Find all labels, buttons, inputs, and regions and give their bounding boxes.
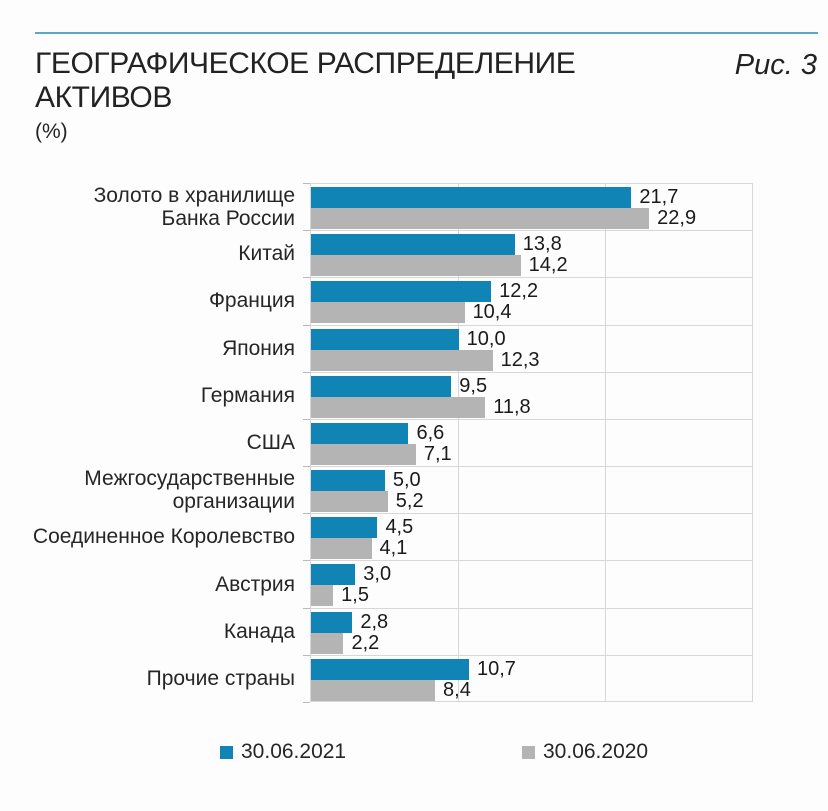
row-gridline [310,513,753,515]
value-label-30.06.2021: 5,0 [392,469,421,492]
category-axis-tick [303,230,310,232]
row-gridline [310,607,753,609]
bar-30.06.2021 [311,375,452,397]
x-gridline [457,183,459,702]
category-label: Япония [222,336,295,360]
bar-30.06.2021 [311,187,632,208]
bar-30.06.2021 [311,658,469,680]
category-axis-tick [303,560,310,562]
bar-30.06.2021 [311,234,515,256]
bar-30.06.2021 [311,281,492,303]
bar-30.06.2021 [311,564,356,586]
category-axis-tick [303,466,310,468]
value-label-30.06.2020: 22,9 [657,207,697,229]
category-label: США [246,430,295,454]
value-label-30.06.2021: 10,0 [466,327,506,350]
row-gridline [310,277,753,279]
bar-30.06.2020 [311,396,486,418]
chart-title: ГЕОГРАФИЧЕСКОЕ РАСПРЕДЕЛЕНИЕ АКТИВОВ [35,47,576,115]
row-gridline [310,654,753,656]
value-label-30.06.2020: 4,1 [379,537,408,560]
value-label-30.06.2020: 10,4 [472,301,512,324]
legend-swatch-2020-icon [522,745,535,759]
value-label-30.06.2020: 8,4 [443,678,471,701]
row-gridline [310,560,753,562]
chart-title-line-1: ГЕОГРАФИЧЕСКОЕ РАСПРЕДЕЛЕНИЕ [35,47,576,80]
bar-30.06.2021 [311,422,409,444]
category-axis-tick [303,418,310,420]
value-label-30.06.2021: 9,5 [459,374,488,397]
category-label: Франция [208,289,295,313]
row-gridline [310,324,753,326]
value-label-30.06.2020: 14,2 [528,254,568,277]
value-label-30.06.2020: 2,2 [351,631,380,654]
category-label: Китай [238,242,295,266]
category-axis-tick [303,324,310,326]
legend-item-2020: 30.06.2020 [522,740,648,764]
row-gridline [310,418,753,420]
legend-label-2020: 30.06.2020 [543,740,649,763]
category-label: Соединенное Королевство [32,525,295,549]
category-axis-tick [303,654,310,656]
row-gridline [310,230,753,232]
category-label: Австрия [215,572,295,596]
value-label-30.06.2021: 13,8 [522,233,562,256]
category-label: Золото в хранилище Банка России [93,183,295,230]
category-label: Прочие страны [146,666,295,690]
value-label-30.06.2020: 1,5 [341,584,369,607]
bar-30.06.2020 [311,585,334,607]
bar-30.06.2021 [311,517,378,539]
chart-title-line-2: АКТИВОВ [35,81,172,114]
bar-30.06.2020 [311,443,416,465]
value-label-30.06.2021: 12,2 [499,280,539,303]
category-axis-tick [303,277,310,279]
bar-30.06.2020 [311,679,436,701]
category-axis-tick [303,371,310,373]
value-label-30.06.2021: 6,6 [416,421,445,444]
bar-30.06.2020 [311,349,493,371]
category-label: Германия [200,383,295,407]
legend-item-2021: 30.06.2021 [220,740,346,764]
value-label-30.06.2021: 21,7 [639,186,679,208]
category-axis-tick [303,183,310,184]
bar-30.06.2021 [311,611,353,633]
category-axis-tick [303,607,310,609]
category-label: Межгосударственные организации [84,466,295,513]
unit-label: (%) [35,120,68,143]
legend-swatch-2021-icon [220,745,233,759]
bar-30.06.2020 [311,255,521,277]
row-gridline [310,371,753,373]
value-label-30.06.2021: 4,5 [385,516,414,539]
value-label-30.06.2020: 12,3 [500,348,540,371]
bar-30.06.2021 [311,328,459,350]
row-gridline [310,466,753,468]
bar-30.06.2020 [311,302,465,324]
value-label-30.06.2020: 7,1 [423,442,452,465]
bar-30.06.2020 [311,538,372,560]
value-label-30.06.2021: 10,7 [477,657,516,680]
plot-area [310,183,753,702]
value-label-30.06.2021: 3,0 [363,563,392,586]
top-rule [35,32,818,34]
value-label-30.06.2020: 11,8 [493,395,531,418]
value-label-30.06.2021: 2,8 [360,610,389,633]
bar-30.06.2020 [311,632,344,654]
figure-number-label: Рис. 3 [734,49,817,81]
category-axis-tick [303,702,310,703]
category-label: Канада [223,619,295,643]
bar-30.06.2020 [311,491,388,513]
bar-30.06.2021 [311,470,385,492]
legend-label-2021: 30.06.2021 [241,740,347,763]
value-label-30.06.2020: 5,2 [395,490,424,513]
x-gridline [605,183,607,702]
bar-30.06.2020 [311,208,650,229]
category-axis-tick [303,513,310,515]
